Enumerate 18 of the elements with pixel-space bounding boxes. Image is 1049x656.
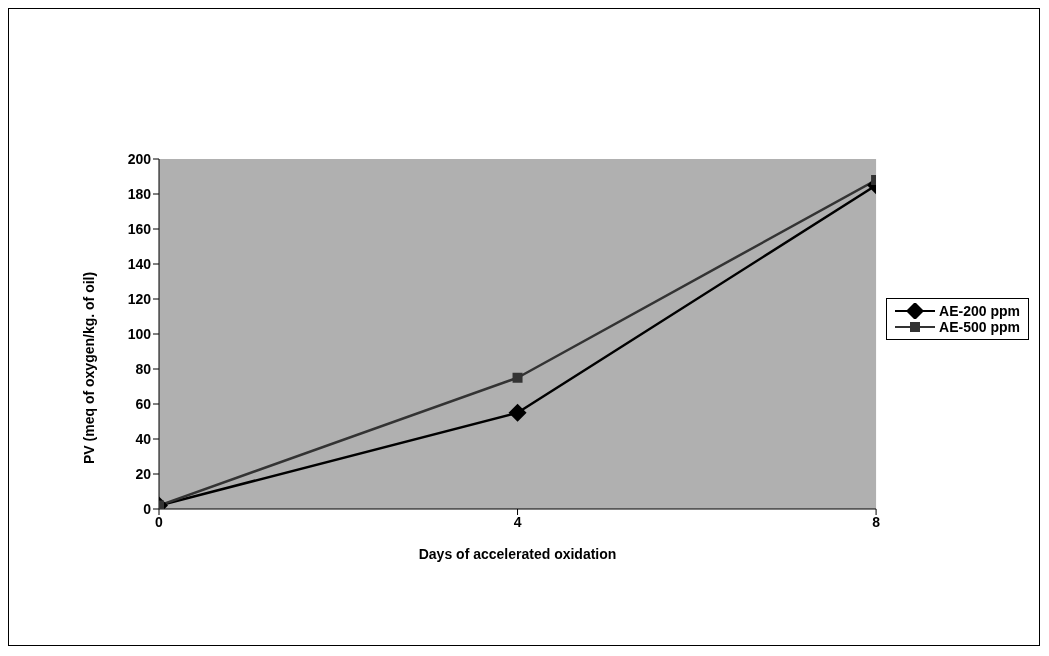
y-tick-label: 40 [135,430,152,447]
y-tick-label: 0 [143,500,152,517]
y-tick-label: 100 [127,325,152,342]
legend-label: AE-200 ppm [939,303,1020,319]
x-tick-label: 8 [872,513,881,530]
x-axis-title: Days of accelerated oxidation [418,546,617,562]
legend-label: AE-500 ppm [939,319,1020,335]
y-tick-label: 140 [127,255,152,272]
y-tick-label: 60 [135,395,152,412]
y-axis-title: PV (meq of oxygen/kg. of oil) [80,271,97,464]
y-tick-label: 120 [127,290,152,307]
y-tick-label: 180 [127,185,152,202]
y-tick-label: 160 [127,220,152,237]
x-tick-label: 0 [155,513,164,530]
y-tick-label: 200 [127,150,152,167]
y-tick-label: 20 [135,465,152,482]
x-tick-label: 4 [513,513,522,530]
y-tick-label: 80 [135,360,152,377]
